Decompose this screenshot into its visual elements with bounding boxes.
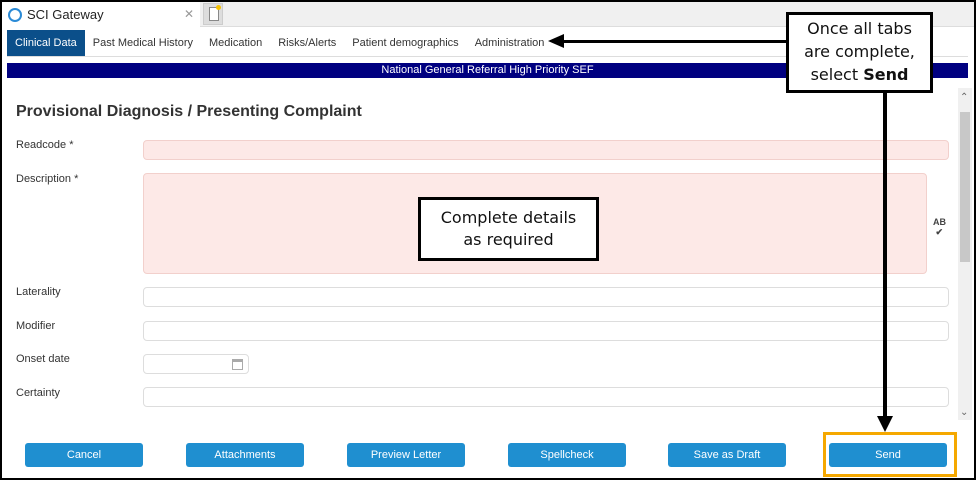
scroll-down-icon[interactable]: ⌄ [960, 407, 969, 418]
tab-past-medical-history[interactable]: Past Medical History [92, 37, 194, 49]
certainty-label: Certainty [16, 387, 61, 399]
laterality-label: Laterality [16, 286, 61, 298]
calendar-icon[interactable] [232, 359, 243, 370]
send-button[interactable]: Send [829, 443, 947, 467]
readcode-input[interactable] [143, 140, 949, 160]
annotation-arrow-left-icon [548, 34, 564, 48]
laterality-input[interactable] [143, 287, 949, 307]
annotation-arrow-down-icon [877, 416, 893, 432]
details-callout: Complete details as required [418, 197, 599, 261]
spellcheck-button[interactable]: Spellcheck [508, 443, 626, 467]
scrollbar[interactable]: ⌃ ⌄ [958, 88, 972, 420]
tab-patient-demographics[interactable]: Patient demographics [352, 37, 459, 49]
cancel-button[interactable]: Cancel [25, 443, 143, 467]
tab-bar: Clinical Data Past Medical History Medic… [7, 30, 968, 57]
tab-clinical-data[interactable]: Clinical Data [7, 30, 85, 56]
send-highlight [823, 432, 957, 477]
new-tab-button[interactable] [203, 3, 223, 25]
readcode-label: Readcode * [16, 139, 74, 151]
annotation-arrow-line [883, 92, 887, 418]
annotation-arrow-line [562, 40, 788, 43]
section-heading: Provisional Diagnosis / Presenting Compl… [16, 103, 362, 120]
spellcheck-icon[interactable]: AB ✔ [933, 217, 946, 237]
attachments-button[interactable]: Attachments [186, 443, 304, 467]
tab-risks-alerts[interactable]: Risks/Alerts [278, 37, 337, 49]
preview-letter-button[interactable]: Preview Letter [347, 443, 465, 467]
scrollbar-thumb[interactable] [960, 112, 970, 262]
form-banner: National General Referral High Priority … [7, 63, 968, 78]
tab-medication[interactable]: Medication [209, 37, 263, 49]
ie-logo-icon [8, 7, 22, 22]
send-callout: Once all tabs are complete, select Send [786, 12, 933, 93]
modifier-input[interactable] [143, 321, 949, 341]
new-tab-icon [209, 7, 219, 21]
scroll-up-icon[interactable]: ⌃ [960, 92, 969, 103]
onset-date-input[interactable] [143, 354, 249, 374]
save-as-draft-button[interactable]: Save as Draft [668, 443, 786, 467]
close-tab-icon[interactable]: ✕ [183, 7, 194, 21]
onset-date-label: Onset date [16, 353, 70, 365]
browser-tab[interactable]: SCI Gateway ✕ [2, 2, 200, 27]
browser-tab-title: SCI Gateway [27, 7, 104, 22]
modifier-label: Modifier [16, 320, 56, 332]
certainty-input[interactable] [143, 387, 949, 407]
description-label: Description * [16, 173, 79, 185]
tab-administration[interactable]: Administration [474, 37, 545, 49]
